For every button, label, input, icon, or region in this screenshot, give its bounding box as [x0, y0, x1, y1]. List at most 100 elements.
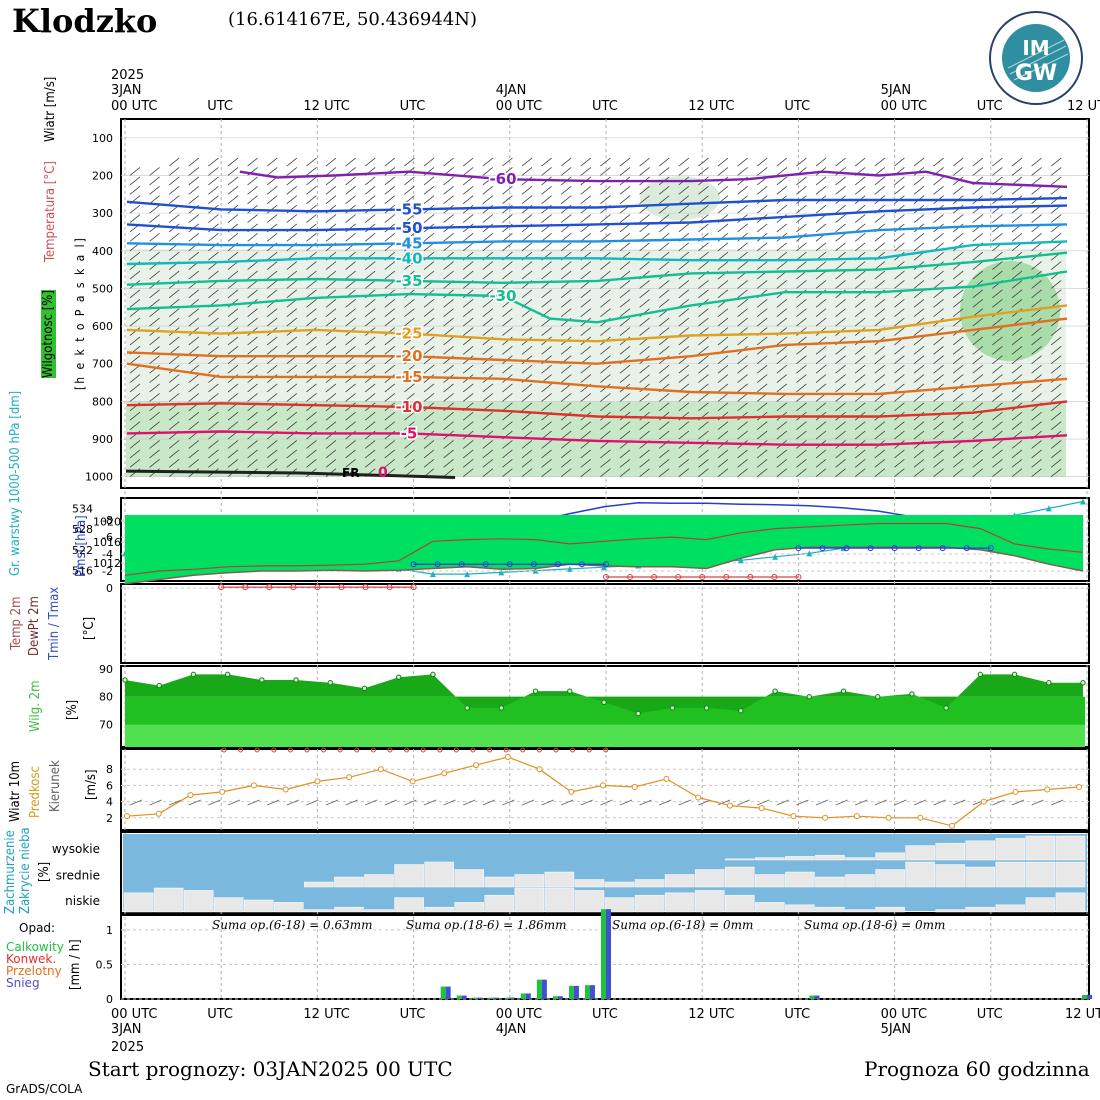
wind-barb	[913, 355, 925, 365]
wind-barb	[776, 402, 788, 412]
freezing-level-line	[125, 469, 456, 479]
wind-barb	[345, 176, 356, 186]
wind-direction-barb	[639, 799, 652, 806]
bottom-time-label: UTC	[207, 1007, 233, 1022]
cloud-bar-srednie	[664, 874, 695, 888]
pressure-tick-label: 900	[92, 433, 113, 446]
wind-barb	[188, 308, 200, 317]
wind-barb	[835, 364, 846, 374]
wind-barb	[619, 468, 631, 478]
wind-barb	[1031, 157, 1042, 167]
wind-barb	[992, 383, 1003, 393]
isotherm-line	[239, 170, 1068, 188]
wind-barb	[580, 289, 592, 299]
wind-barb	[619, 308, 631, 317]
wind-barb	[502, 214, 513, 223]
wind-barb	[541, 270, 552, 280]
precip-title: Opad:	[19, 921, 56, 935]
wind-barb	[443, 214, 454, 223]
wind-barb	[776, 185, 788, 195]
wind-barb	[1050, 242, 1062, 252]
wind-barb	[952, 233, 964, 242]
wind-barb	[992, 364, 1003, 374]
wind-barb	[129, 270, 141, 280]
wind-barb	[717, 280, 729, 289]
cloud-bar-wysokie	[935, 842, 965, 861]
wind-barb	[168, 270, 180, 280]
wind-barb	[972, 364, 984, 374]
wind-barb	[835, 176, 846, 186]
wind-barb	[325, 421, 337, 430]
wind-barb	[815, 157, 827, 167]
wind-barb	[698, 317, 709, 327]
wind-barb	[698, 167, 709, 176]
wind-barb	[619, 261, 631, 270]
wind-barb	[462, 317, 474, 327]
wind-barb	[874, 298, 886, 308]
wind-barb	[443, 242, 454, 252]
wind-barb	[149, 204, 160, 214]
gust-point	[503, 747, 509, 753]
wind-barb	[306, 233, 317, 242]
wind-barb	[874, 280, 886, 289]
wind-barb	[1011, 157, 1023, 167]
wind-barb	[560, 468, 572, 478]
wind-barb	[639, 402, 650, 412]
wind-barb	[286, 317, 298, 327]
wind-barb	[854, 383, 866, 393]
precip-bar-snow	[525, 993, 531, 999]
wind-speed-point	[663, 775, 670, 782]
wind-barb	[619, 346, 631, 355]
wind-barb	[580, 402, 592, 412]
wind-barb	[874, 157, 886, 167]
wind-barb	[678, 364, 690, 374]
wind-barb	[933, 355, 944, 365]
wind-barb	[1050, 346, 1062, 355]
wind-barb	[992, 327, 1003, 336]
wind-barb	[913, 393, 925, 402]
wind-barb	[776, 261, 788, 270]
wind-barb	[384, 195, 396, 205]
wind-barb	[717, 242, 729, 252]
wind-barb	[796, 176, 807, 186]
wind-barb	[737, 449, 748, 459]
wind-direction-barb	[953, 799, 966, 806]
cloud-bar-niskie	[364, 909, 394, 913]
wind-barb	[188, 393, 200, 402]
wind-barb	[306, 289, 317, 299]
wind-barb	[247, 383, 258, 393]
wind-barb	[502, 364, 513, 374]
wind-barb	[1011, 298, 1023, 308]
wind-barb	[443, 458, 454, 468]
cloud-bar-niskie	[304, 909, 334, 913]
temp-tick-label: -6	[102, 531, 113, 544]
wind-barb	[404, 195, 415, 205]
wind-direction-barb	[561, 799, 574, 806]
wind-barb	[894, 223, 905, 233]
wind-barb	[972, 458, 984, 468]
wind-barb	[796, 458, 807, 468]
wind-barb	[208, 317, 219, 327]
cloud-bar-niskie	[213, 897, 244, 913]
wind-barb	[247, 346, 258, 355]
wind-barb	[874, 430, 886, 440]
wind-barb	[796, 280, 807, 289]
wind-barb	[796, 270, 807, 280]
bottom-time-label: 00 UTC	[496, 1007, 542, 1022]
wind-barb	[992, 449, 1003, 459]
wind-barb	[835, 355, 846, 365]
wind-barb	[462, 289, 474, 299]
wind-barb	[1031, 468, 1042, 478]
wind-barb	[1011, 214, 1023, 223]
wind-barb	[364, 364, 376, 374]
wind-barb	[482, 195, 494, 205]
wind-barb	[1011, 336, 1023, 346]
wind-barb	[521, 261, 533, 270]
wind-barb	[541, 214, 552, 223]
tmax-day1-point	[386, 584, 393, 591]
wind-barb	[776, 157, 788, 167]
wind-barb	[580, 214, 592, 223]
wind-barb	[188, 289, 200, 299]
wind-barb	[208, 308, 219, 317]
wind-barb	[992, 298, 1003, 308]
